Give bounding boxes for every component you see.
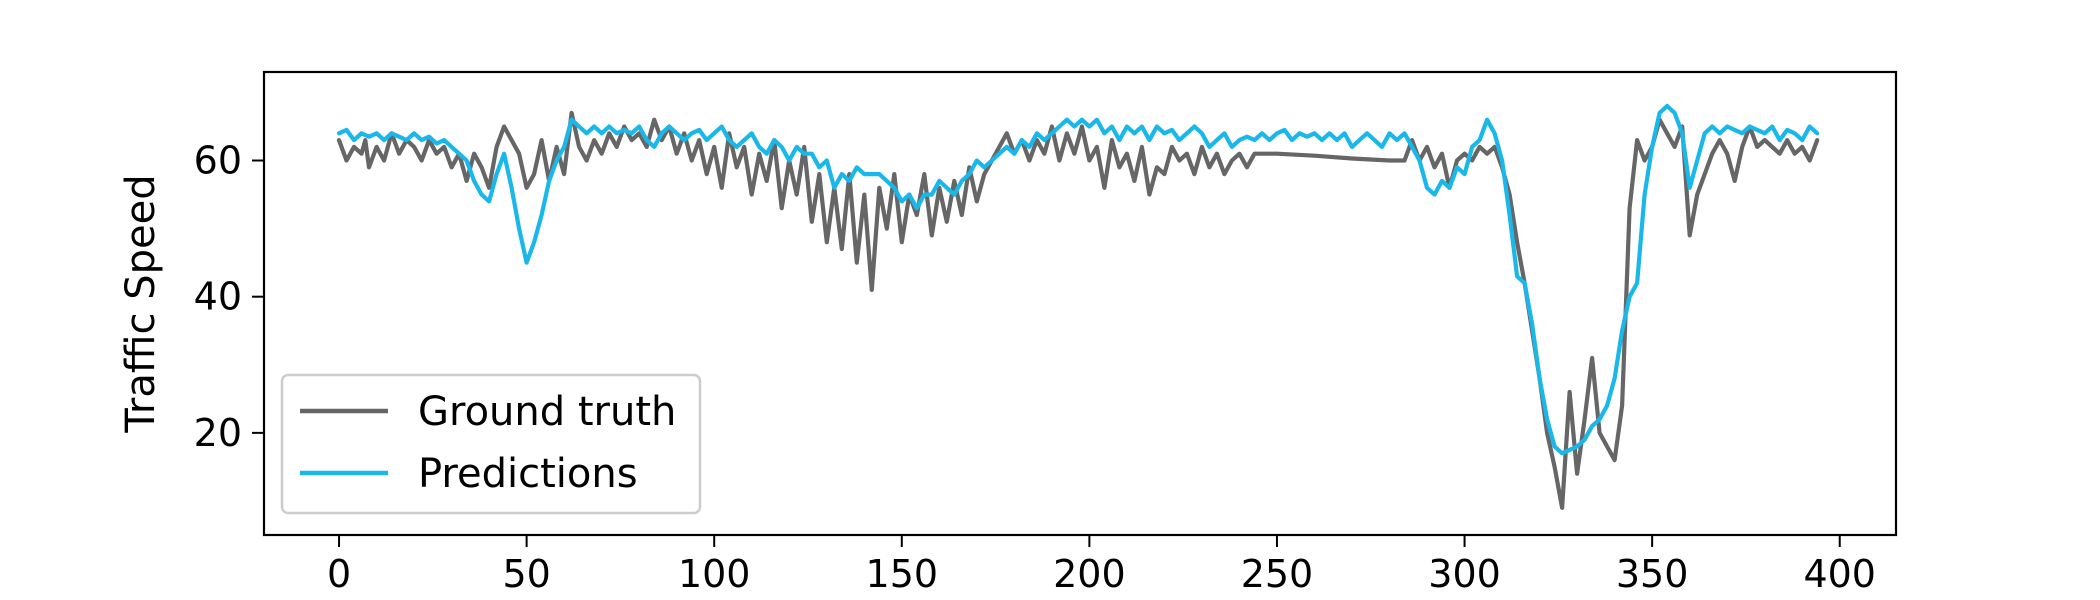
series-lines (336, 103, 1820, 510)
plot-frame (262, 70, 1898, 537)
x-tick-label: 400 (1803, 552, 1876, 596)
x-tick-label: 100 (678, 552, 751, 596)
x-tick-label: 150 (866, 552, 939, 596)
x-tick-label: 50 (502, 552, 550, 596)
y-tick-label: 60 (194, 139, 242, 183)
legend-label: Predictions (418, 451, 638, 497)
y-axis: 20 40 60 (194, 139, 264, 455)
y-tick-label: 20 (194, 411, 242, 455)
x-axis: 0 50 100 150 200 250 300 350 400 (327, 535, 1876, 596)
y-tick-label: 40 (194, 275, 242, 319)
y-axis-label: Traffic Speed (118, 174, 164, 433)
x-tick-label: 0 (327, 552, 351, 596)
x-tick-label: 250 (1241, 552, 1314, 596)
legend: Ground truth Predictions (280, 373, 702, 515)
series-line-predictions (336, 103, 1820, 456)
x-tick-label: 200 (1053, 552, 1126, 596)
x-tick-label: 350 (1616, 552, 1689, 596)
x-tick-label: 300 (1428, 552, 1501, 596)
legend-label: Ground truth (418, 389, 676, 435)
